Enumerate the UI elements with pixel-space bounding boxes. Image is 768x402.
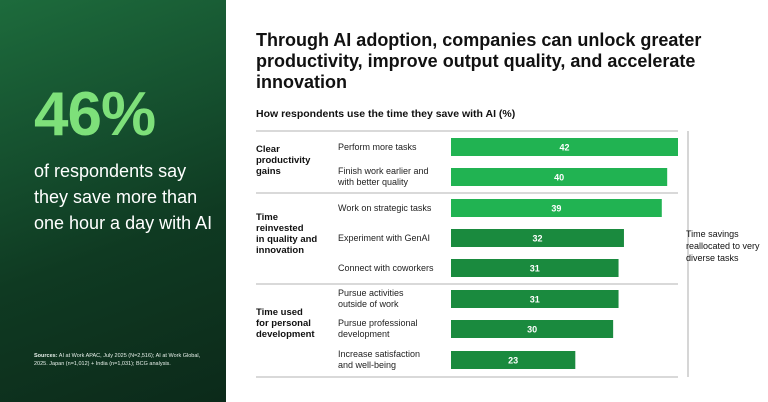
bar bbox=[451, 138, 678, 156]
group-label: Time used for personal development bbox=[256, 307, 315, 340]
group-label-line: gains bbox=[256, 166, 281, 177]
side-note: Time savings reallocated to very diverse… bbox=[686, 229, 760, 263]
bar bbox=[451, 351, 576, 369]
headline-stat: 46% bbox=[34, 80, 156, 149]
category-label: Work on strategic tasks bbox=[338, 203, 432, 213]
category-label-line: Finish work earlier and bbox=[338, 166, 429, 176]
category-label-line: and well-being bbox=[338, 360, 396, 370]
group-label-line: innovation bbox=[256, 245, 304, 256]
category-label-line: with better quality bbox=[337, 177, 409, 187]
stat-description: of respondents say they save more than o… bbox=[34, 161, 213, 233]
left-panel: 46% of respondents say they save more th… bbox=[0, 0, 226, 402]
group-label: Time reinvested in quality and innovation bbox=[256, 212, 317, 256]
bar bbox=[451, 290, 619, 308]
category-label-line: Pursue activities bbox=[338, 288, 404, 298]
bar-value-label: 39 bbox=[551, 204, 561, 214]
bar-value-label: 40 bbox=[554, 173, 564, 183]
sources-label: Sources: bbox=[34, 353, 58, 359]
group-label-line: reinvested bbox=[256, 223, 304, 234]
bar bbox=[451, 229, 624, 247]
sources-note: Sources: AI at Work APAC, July 2025 (N=2… bbox=[34, 352, 214, 368]
bar-value-label: 23 bbox=[508, 356, 518, 366]
category-label: Perform more tasks bbox=[338, 142, 417, 152]
category-label-line: outside of work bbox=[338, 299, 399, 309]
category-label: Pursue professional development bbox=[338, 318, 418, 339]
category-label-line: Experiment with GenAI bbox=[338, 233, 430, 243]
category-label-line: Connect with coworkers bbox=[338, 263, 434, 273]
group-label-line: Time bbox=[256, 212, 278, 223]
bar-value-label: 42 bbox=[559, 143, 569, 153]
group-label-line: development bbox=[256, 329, 315, 340]
category-label-line: Work on strategic tasks bbox=[338, 203, 432, 213]
group-label-line: Time used bbox=[256, 307, 303, 318]
category-label-line: Pursue professional bbox=[338, 318, 418, 328]
group-label-line: productivity bbox=[256, 155, 311, 166]
bar bbox=[451, 259, 619, 277]
category-label: Finish work earlier and with better quali… bbox=[337, 166, 429, 187]
bar bbox=[451, 168, 668, 186]
group-label: Clear productivity gains bbox=[256, 144, 311, 177]
bar bbox=[451, 199, 662, 217]
category-label: Connect with coworkers bbox=[338, 263, 434, 273]
group-label-line: in quality and bbox=[256, 234, 317, 245]
bar-value-label: 31 bbox=[530, 295, 540, 305]
category-label-line: Perform more tasks bbox=[338, 142, 417, 152]
bar-value-label: 31 bbox=[530, 264, 540, 274]
category-label-line: development bbox=[338, 329, 390, 339]
category-label-line: Increase satisfaction bbox=[338, 349, 420, 359]
page-title: Through AI adoption, companies can unloc… bbox=[256, 30, 702, 92]
chart-subtitle: How respondents use the time they save w… bbox=[256, 108, 516, 120]
bar-value-label: 32 bbox=[532, 234, 542, 244]
category-label: Pursue activities outside of work bbox=[338, 288, 404, 309]
bar bbox=[451, 320, 614, 338]
group-label-line: for personal bbox=[256, 318, 311, 329]
bar-value-label: 30 bbox=[527, 325, 537, 335]
category-label: Increase satisfaction and well-being bbox=[338, 349, 420, 370]
sources-text: AI at Work APAC, July 2025 (N=2,516); AI… bbox=[34, 353, 201, 367]
category-label: Experiment with GenAI bbox=[338, 233, 430, 243]
group-label-line: Clear bbox=[256, 144, 280, 155]
